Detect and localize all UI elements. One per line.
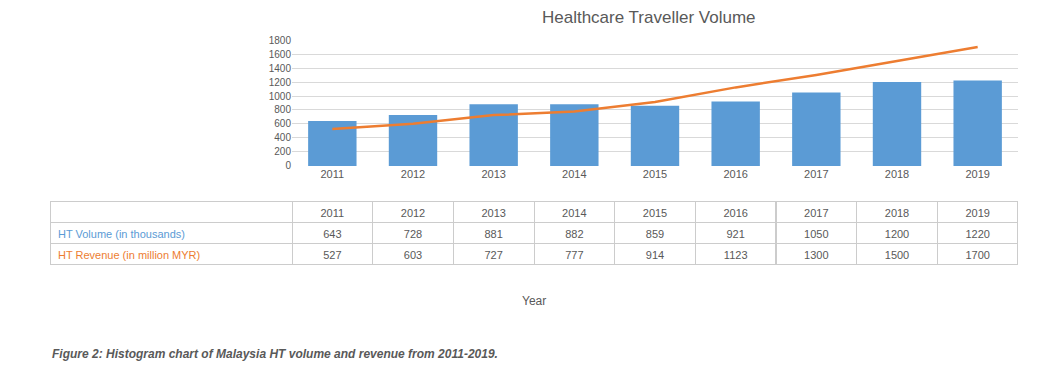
svg-text:1600: 1600 <box>269 49 292 60</box>
svg-text:2019: 2019 <box>965 207 989 219</box>
svg-text:800: 800 <box>274 104 291 115</box>
svg-text:1500: 1500 <box>885 249 909 261</box>
svg-text:921: 921 <box>726 228 744 240</box>
svg-text:728: 728 <box>404 228 422 240</box>
svg-text:1200: 1200 <box>269 77 292 88</box>
svg-text:527: 527 <box>323 249 341 261</box>
svg-text:2013: 2013 <box>481 168 505 180</box>
svg-text:727: 727 <box>484 249 502 261</box>
svg-text:2017: 2017 <box>804 207 828 219</box>
svg-text:1400: 1400 <box>269 63 292 74</box>
svg-text:914: 914 <box>646 249 664 261</box>
svg-text:2017: 2017 <box>804 168 828 180</box>
svg-text:2015: 2015 <box>643 207 667 219</box>
svg-text:Figure 2: Histogram chart of M: Figure 2: Histogram chart of Malaysia HT… <box>52 347 498 361</box>
svg-text:603: 603 <box>404 249 422 261</box>
svg-text:2016: 2016 <box>723 207 747 219</box>
svg-text:2012: 2012 <box>401 207 425 219</box>
svg-text:Year: Year <box>522 294 546 308</box>
svg-text:600: 600 <box>274 118 291 129</box>
svg-text:2018: 2018 <box>885 168 909 180</box>
svg-text:777: 777 <box>565 249 583 261</box>
svg-text:1123: 1123 <box>724 249 748 261</box>
svg-text:881: 881 <box>484 228 502 240</box>
svg-text:400: 400 <box>274 132 291 143</box>
svg-text:2011: 2011 <box>321 168 345 180</box>
svg-text:2018: 2018 <box>885 207 909 219</box>
svg-text:1220: 1220 <box>965 228 989 240</box>
svg-text:643: 643 <box>323 228 341 240</box>
svg-text:1000: 1000 <box>269 91 292 102</box>
svg-text:2014: 2014 <box>562 207 586 219</box>
svg-text:2019: 2019 <box>965 168 989 180</box>
svg-text:2011: 2011 <box>321 207 345 219</box>
svg-text:1800: 1800 <box>269 35 292 46</box>
svg-text:882: 882 <box>565 228 583 240</box>
svg-text:1700: 1700 <box>965 249 989 261</box>
svg-text:0: 0 <box>285 160 291 171</box>
svg-text:859: 859 <box>646 228 664 240</box>
svg-text:HT Revenue (in million MYR): HT Revenue (in million MYR) <box>58 249 200 261</box>
svg-text:2016: 2016 <box>723 168 747 180</box>
svg-text:200: 200 <box>274 146 291 157</box>
svg-text:2015: 2015 <box>643 168 667 180</box>
svg-text:2012: 2012 <box>401 168 425 180</box>
svg-text:2014: 2014 <box>562 168 586 180</box>
svg-text:1200: 1200 <box>885 228 909 240</box>
svg-text:2013: 2013 <box>481 207 505 219</box>
svg-text:1050: 1050 <box>804 228 828 240</box>
svg-text:Healthcare Traveller Volume: Healthcare Traveller Volume <box>542 8 756 27</box>
svg-text:1300: 1300 <box>804 249 828 261</box>
svg-text:HT Volume (in thousands): HT Volume (in thousands) <box>58 228 185 240</box>
